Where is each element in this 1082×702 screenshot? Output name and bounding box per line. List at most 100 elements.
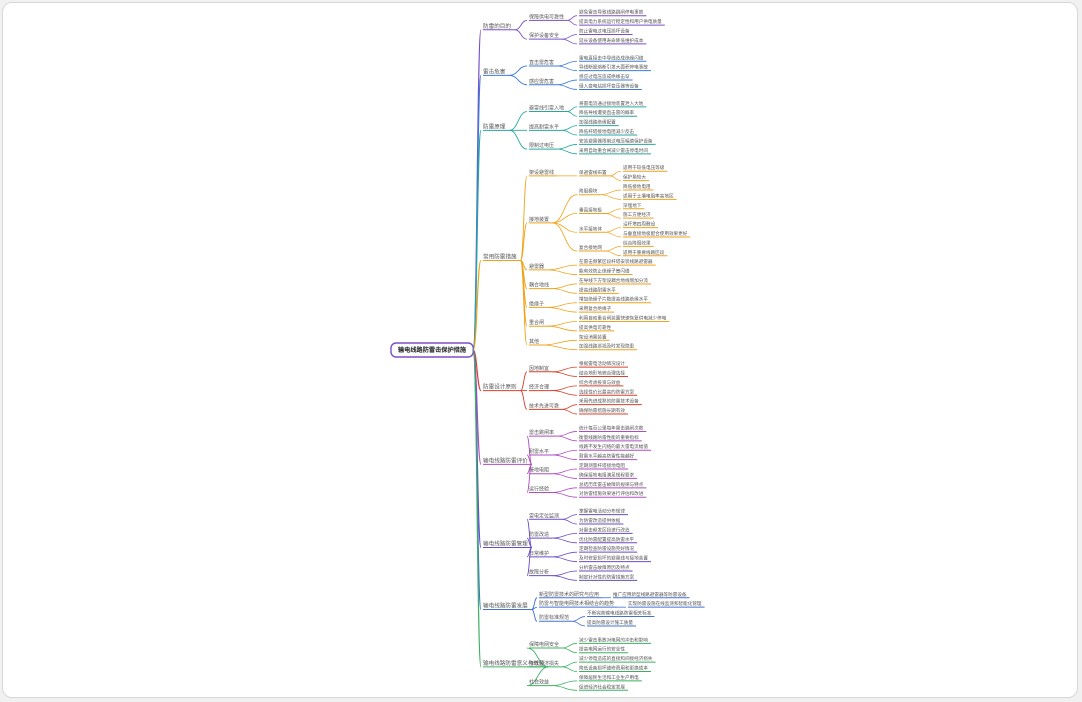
branch-label[interactable]: 防雷原理 bbox=[483, 122, 506, 130]
branch-label[interactable]: 输电线路防雷意义与效益 bbox=[483, 659, 545, 667]
leaf-label[interactable]: 综合降阻效果 bbox=[623, 239, 651, 246]
leaf-label[interactable]: 雷电直接击中导线造成绝缘闪络 bbox=[579, 54, 644, 61]
sub-branch-label[interactable]: 故障分析 bbox=[529, 569, 549, 576]
sub-branch-label[interactable]: 避雷线引雷入地 bbox=[529, 105, 564, 112]
leaf-label[interactable]: 单避雷线布置 bbox=[579, 169, 607, 176]
leaf-label[interactable]: 减少停电造成的直接和间接经济损失 bbox=[579, 655, 653, 662]
leaf-label[interactable]: 延长设备使用寿命降低维护成本 bbox=[579, 37, 644, 44]
sub-branch-label[interactable]: 接地电阻 bbox=[529, 467, 549, 474]
leaf-label[interactable]: 根据雷电活动情况设计 bbox=[579, 360, 625, 367]
leaf-label[interactable]: 能有效防止绝缘子串闪络 bbox=[579, 268, 630, 275]
sub-branch-label[interactable]: 降低经济损失 bbox=[529, 660, 559, 667]
leaf-label[interactable]: 水平接地体 bbox=[579, 225, 602, 232]
leaf-label[interactable]: 为防雷改造提供依据 bbox=[579, 517, 621, 524]
leaf-label[interactable]: 线路不发生闪络的最大雷电流幅值 bbox=[579, 443, 648, 450]
sub-branch-label[interactable]: 防雷与智能电网技术相结合的趋势 bbox=[539, 600, 614, 607]
sub-branch-label[interactable]: 耦合地线 bbox=[529, 282, 549, 289]
sub-branch-label[interactable]: 因地制宜 bbox=[529, 365, 549, 372]
leaf-label[interactable]: 加强线路巡视及时发现隐患 bbox=[579, 343, 635, 350]
leaf-label[interactable]: 施工方便经济 bbox=[623, 211, 651, 218]
sub-branch-label[interactable]: 社会效益 bbox=[529, 679, 549, 686]
leaf-label[interactable]: 降低导线遭受直击雷的概率 bbox=[579, 109, 635, 116]
sub-branch-label[interactable]: 架设避雷线 bbox=[529, 169, 554, 176]
leaf-label[interactable]: 保护角较大 bbox=[623, 174, 646, 181]
leaf-label[interactable]: 促进经济社会稳定发展 bbox=[579, 683, 625, 690]
leaf-label[interactable]: 适用于重要线路区段 bbox=[623, 249, 665, 256]
leaf-label[interactable]: 适用于较低电压等级 bbox=[623, 164, 665, 171]
leaf-label[interactable]: 提高电力系统运行稳定性和用户供电质量 bbox=[579, 18, 662, 25]
branch-label[interactable]: 常用防雷措施 bbox=[483, 252, 517, 260]
leaf-label[interactable]: 提高线路耐雷水平 bbox=[579, 286, 616, 293]
leaf-label[interactable]: 深埋地下 bbox=[623, 202, 642, 209]
leaf-label[interactable]: 结合地形地貌合理选择 bbox=[579, 369, 625, 376]
leaf-label[interactable]: 提高供电可靠性 bbox=[579, 324, 612, 331]
sub-branch-label[interactable]: 防雷标准规范 bbox=[539, 614, 569, 621]
sub-branch-label[interactable]: 新型防雷技术的研究与应用 bbox=[539, 591, 599, 598]
leaf-label[interactable]: 耐雷水平越高防雷性能越好 bbox=[579, 453, 635, 460]
leaf-label[interactable]: 定期检查防雷设施完好情况 bbox=[579, 545, 635, 552]
leaf-label[interactable]: 降阻模块 bbox=[579, 188, 598, 195]
sub-branch-label[interactable]: 保障供电可靠性 bbox=[529, 13, 564, 20]
leaf-label[interactable]: 统计每百公里每年雷击跳闸次数 bbox=[579, 424, 644, 431]
leaf-label[interactable]: 降低设备损坏维修费用和更换成本 bbox=[579, 665, 648, 672]
leaf-label[interactable]: 确保接地电阻满足规程要求 bbox=[579, 471, 635, 478]
sub-branch-label[interactable]: 技术先进可靠 bbox=[529, 402, 559, 409]
sub-branch-label[interactable]: 防雷改造 bbox=[529, 531, 549, 538]
leaf-label[interactable]: 采用自动重合闸减少雷击停电时间 bbox=[579, 147, 648, 154]
leaf-label[interactable]: 提高防雷设计施工质量 bbox=[587, 619, 633, 626]
leaf-label[interactable]: 减少雷击事故对电网的冲击和影响 bbox=[579, 636, 648, 643]
leaf-label[interactable]: 避免雷击导致线路跳闸停电事故 bbox=[579, 9, 644, 16]
leaf-label[interactable]: 提高电网运行的安全性 bbox=[579, 646, 625, 653]
sub-branch-label[interactable]: 避雷器 bbox=[529, 263, 544, 270]
branch-label[interactable]: 雷击危害 bbox=[483, 67, 506, 75]
leaf-label[interactable]: 与垂直接地极配合使用效果更好 bbox=[623, 230, 688, 237]
leaf-label[interactable]: 实现防雷设施在线监测和智能化管理 bbox=[628, 600, 702, 607]
leaf-label[interactable]: 复合接地网 bbox=[579, 244, 602, 251]
leaf-label[interactable]: 掌握雷电活动分布规律 bbox=[579, 508, 625, 515]
sub-branch-label[interactable]: 接地装置 bbox=[529, 216, 549, 223]
sub-branch-label[interactable]: 雷电定位监测 bbox=[529, 512, 559, 519]
sub-branch-label[interactable]: 保障电网安全 bbox=[529, 641, 559, 648]
leaf-label[interactable]: 对雷击频发区段进行改造 bbox=[579, 526, 630, 533]
branch-label[interactable]: 防雷的目的 bbox=[483, 22, 511, 30]
sub-branch-label[interactable]: 耐雷水平 bbox=[529, 448, 549, 455]
leaf-label[interactable]: 保障居民生活和工业生产用电 bbox=[579, 674, 639, 681]
leaf-label[interactable]: 综合考虑投资与效益 bbox=[579, 379, 621, 386]
leaf-label[interactable]: 沿杆塔四周敷设 bbox=[623, 221, 656, 228]
root-node-label[interactable]: 输电线路防雷击保护措施 bbox=[398, 346, 467, 354]
leaf-label[interactable]: 确保防雷措施长期有效 bbox=[579, 407, 625, 414]
sub-branch-label[interactable]: 提高耐雷水平 bbox=[529, 123, 559, 130]
leaf-label[interactable]: 加强线路绝缘配置 bbox=[579, 119, 616, 126]
leaf-label[interactable]: 降低杆塔接地电阻减少反击 bbox=[579, 128, 635, 135]
sub-branch-label[interactable]: 重合闸 bbox=[529, 319, 544, 326]
branch-label[interactable]: 输电线路防雷管理 bbox=[483, 539, 528, 547]
leaf-label[interactable]: 侵入变电站损坏变压器等设备 bbox=[579, 82, 639, 89]
leaf-label[interactable]: 架设消雷装置 bbox=[579, 333, 607, 340]
leaf-label[interactable]: 对防雷措施效果进行评估和改进 bbox=[579, 490, 644, 497]
leaf-label[interactable]: 将雷电流通过接地装置泄入大地 bbox=[579, 100, 644, 107]
sub-branch-label[interactable]: 运行经验 bbox=[529, 486, 549, 493]
leaf-label[interactable]: 推广应用新型线路避雷器等防雷设备 bbox=[613, 591, 687, 598]
sub-branch-label[interactable]: 经济合理 bbox=[529, 384, 549, 391]
leaf-label[interactable]: 在雷击频繁区段杆塔安装线路避雷器 bbox=[579, 258, 653, 265]
leaf-label[interactable]: 增加绝缘子片数提高线路绝缘水平 bbox=[579, 296, 648, 303]
leaf-label[interactable]: 不断完善输电线路防雷相关标准 bbox=[587, 610, 652, 617]
leaf-label[interactable]: 导线断股熔断引发大面积停电事故 bbox=[579, 64, 648, 71]
branch-label[interactable]: 防雷设计原则 bbox=[483, 383, 517, 391]
leaf-label[interactable]: 制定针对性的防雷措施方案 bbox=[579, 573, 635, 580]
sub-branch-label[interactable]: 直击雷危害 bbox=[529, 59, 554, 66]
leaf-label[interactable]: 优化防雷配置提高防雷水平 bbox=[579, 536, 635, 543]
leaf-label[interactable]: 及时修复损坏的避雷线与接地装置 bbox=[579, 555, 648, 562]
sub-branch-label[interactable]: 其他 bbox=[529, 338, 539, 345]
leaf-label[interactable]: 感应过电压造成绝缘击穿 bbox=[579, 73, 630, 80]
leaf-label[interactable]: 采用先进成熟的防雷技术设备 bbox=[579, 398, 639, 405]
leaf-label[interactable]: 适用于土壤电阻率高地区 bbox=[623, 192, 674, 199]
leaf-label[interactable]: 选择性价比最高的防雷方案 bbox=[579, 388, 635, 395]
leaf-label[interactable]: 降低接地电阻 bbox=[623, 183, 651, 190]
leaf-label[interactable]: 定期测量杆塔接地电阻 bbox=[579, 462, 625, 469]
leaf-label[interactable]: 采用复合绝缘子 bbox=[579, 305, 612, 312]
leaf-label[interactable]: 分析雷击故障原因及特点 bbox=[579, 564, 630, 571]
sub-branch-label[interactable]: 雷击跳闸率 bbox=[529, 429, 554, 436]
leaf-label[interactable]: 安装避雷器限制过电压幅值保护设备 bbox=[579, 137, 653, 144]
leaf-label[interactable]: 垂直接地极 bbox=[579, 206, 602, 213]
